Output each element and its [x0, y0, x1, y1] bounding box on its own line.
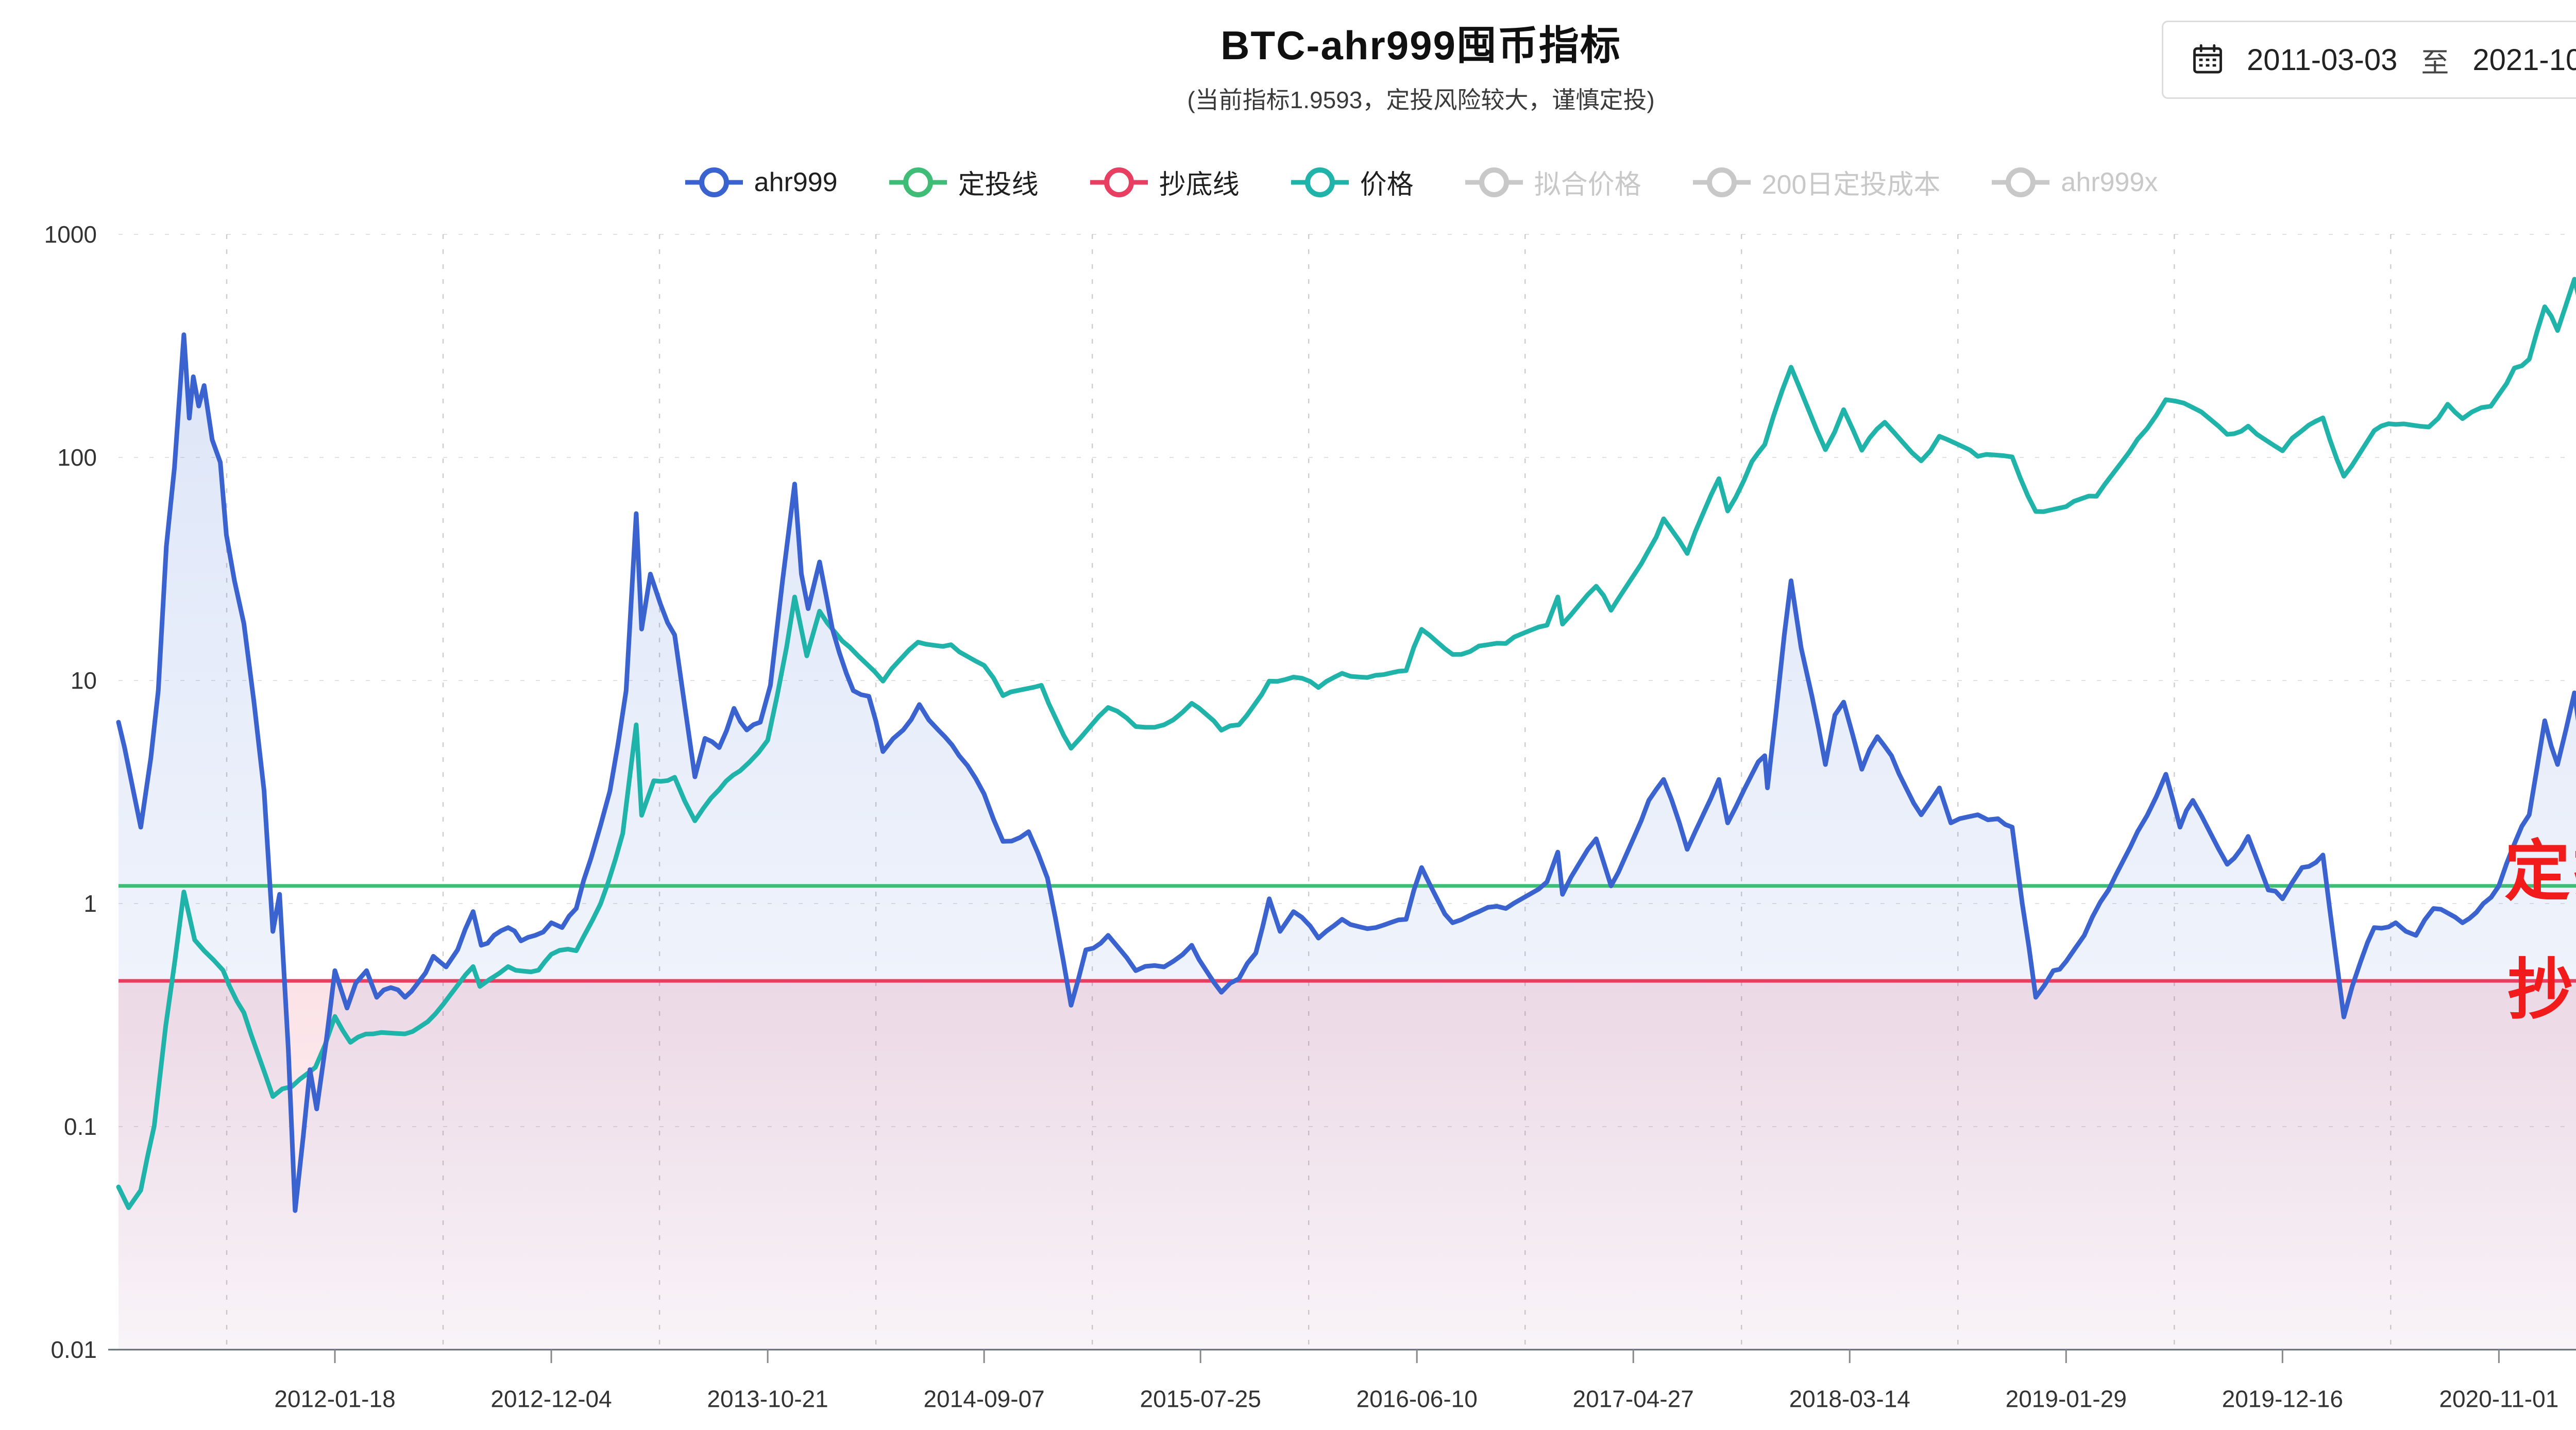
legend-marker-icon — [1465, 167, 1523, 197]
date-separator: 至 — [2421, 47, 2449, 78]
legend: ahr999 定投线 抄底线 价格 拟合价格 200日定投成本 ahr999x — [0, 163, 2576, 201]
x-axis-label: 2012-12-04 — [490, 1386, 612, 1412]
legend-label: 200日定投成本 — [1761, 170, 1941, 200]
series-ahr999-area — [118, 334, 2576, 1350]
legend-item-200day-dca-cost[interactable]: 200日定投成本 — [1692, 163, 1941, 201]
date-start[interactable]: 2011-03-03 — [2247, 43, 2398, 77]
legend-marker-icon — [1291, 167, 1349, 197]
legend-item-ahr999[interactable]: ahr999 — [684, 166, 838, 199]
legend-marker-icon — [685, 167, 743, 197]
legend-label: ahr999 — [754, 167, 838, 197]
legend-marker-icon — [1692, 167, 1751, 197]
calendar-icon — [2193, 44, 2222, 74]
series-ahr999-line — [116, 332, 2576, 1213]
date-end[interactable]: 2021-10-03 — [2472, 43, 2576, 77]
legend-item-dingtou-line[interactable]: 定投线 — [888, 163, 1039, 201]
x-axis-label: 2012-01-18 — [274, 1386, 395, 1412]
y-axis-label-left: 0.1 — [64, 1113, 97, 1140]
x-axis-label: 2016-06-10 — [1357, 1386, 1478, 1412]
x-axis-label: 2019-12-16 — [2222, 1386, 2343, 1412]
page-subtitle: (当前指标1.9593，定投风险较大，谨慎定投) — [1187, 87, 1655, 113]
y-axis-label-left: 0.01 — [50, 1336, 97, 1363]
annotation-dingtou-line: 定投线 — [2504, 835, 2576, 909]
legend-label: 拟合价格 — [1534, 170, 1641, 200]
y-axis-label-left: 100 — [57, 444, 97, 471]
series-price-line — [116, 277, 2576, 1210]
legend-label: 价格 — [1360, 170, 1414, 200]
x-axis-label: 2020-11-01 — [2439, 1386, 2558, 1412]
x-axis-label: 2015-07-25 — [1140, 1386, 1261, 1412]
annotation-chaodi-line: 抄底线 — [2507, 953, 2576, 1027]
legend-item-ahr999x[interactable]: ahr999x — [1991, 166, 2158, 199]
legend-item-price[interactable]: 价格 — [1290, 163, 1414, 201]
legend-label: 抄底线 — [1159, 170, 1240, 200]
page-title: BTC-ahr999囤币指标 — [1221, 23, 1621, 68]
date-range-picker[interactable]: 2011-03-03 至 2021-10-03 — [2162, 21, 2576, 99]
legend-marker-icon — [1090, 167, 1148, 197]
legend-item-fitted-price[interactable]: 拟合价格 — [1464, 163, 1641, 201]
x-axis-label: 2018-03-14 — [1789, 1386, 1910, 1412]
y-axis-label-left: 1000 — [44, 221, 97, 248]
legend-item-chaodi-line[interactable]: 抄底线 — [1089, 163, 1240, 201]
y-axis-label-left: 1 — [83, 890, 97, 917]
x-axis-label: 2013-10-21 — [707, 1386, 828, 1412]
legend-label: 定投线 — [958, 170, 1039, 200]
legend-label: ahr999x — [2061, 167, 2158, 197]
x-axis-label: 2019-01-29 — [2006, 1386, 2127, 1412]
legend-marker-icon — [889, 167, 947, 197]
y-axis-label-left: 10 — [71, 667, 97, 694]
x-axis-label: 2017-04-27 — [1573, 1386, 1694, 1412]
x-axis-label: 2014-09-07 — [923, 1386, 1044, 1412]
legend-marker-icon — [1992, 167, 2050, 197]
